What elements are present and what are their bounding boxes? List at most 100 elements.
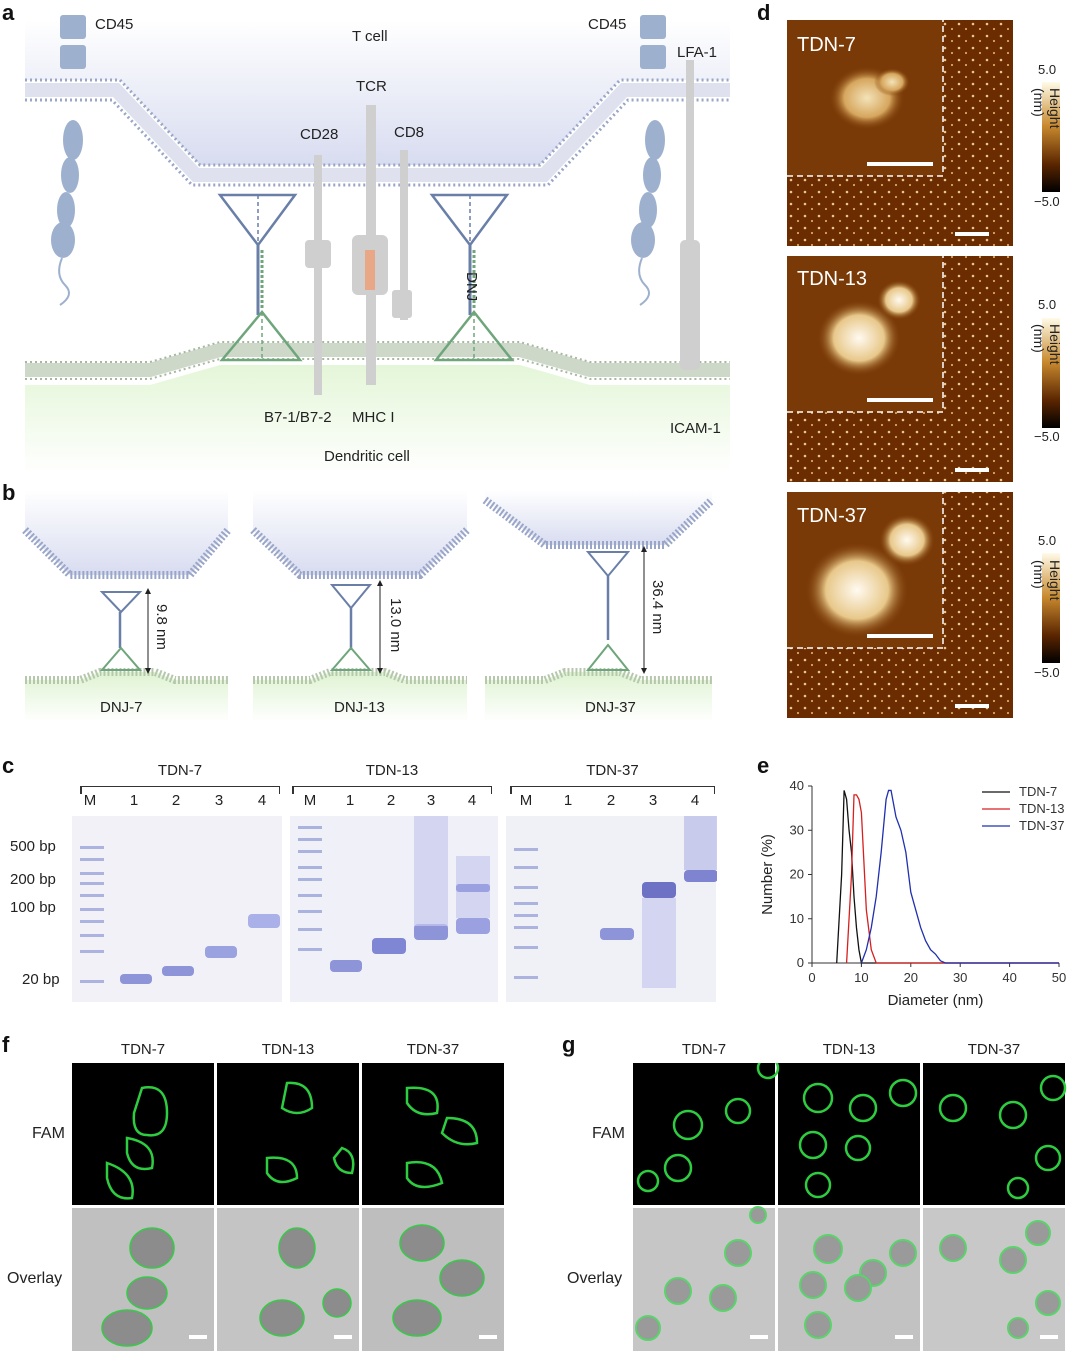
y-tick-label: 30 <box>790 822 804 837</box>
marker-100bp: 100 bp <box>10 899 56 916</box>
lane-2: 2 <box>386 792 396 809</box>
x-tick-label: 10 <box>854 970 868 985</box>
label-icam: ICAM-1 <box>670 420 721 437</box>
y-tick-label: 40 <box>790 778 804 793</box>
dnj7-distance: 9.8 nm <box>153 604 170 650</box>
lane-3: 3 <box>426 792 436 809</box>
x-tick-label: 50 <box>1052 970 1066 985</box>
cb3-title: Height (nm) <box>1031 560 1063 601</box>
lane-3: 3 <box>214 792 224 809</box>
afm-tdn13-label: TDN-13 <box>797 268 868 290</box>
dendritic-cell-body <box>25 365 730 475</box>
panel-g-micrographs <box>633 1063 1067 1351</box>
g-col-tdn13: TDN-13 <box>822 1041 876 1058</box>
label-dnj: DNJ <box>463 272 480 302</box>
label-dendritic-cell: Dendritic cell <box>324 448 410 465</box>
gel-bracket-tdn7 <box>80 786 280 794</box>
dnj13-distance: 13.0 nm <box>387 598 404 653</box>
colorbar-2 <box>1042 318 1060 428</box>
y-tick-label: 10 <box>790 911 804 926</box>
lane-1: 1 <box>345 792 355 809</box>
g-fam-tdn13 <box>778 1063 920 1205</box>
panel-f-label: f <box>2 1032 10 1057</box>
label-cd28: CD28 <box>300 126 339 143</box>
afm-tdn37-label: TDN-37 <box>797 505 868 527</box>
lane-m: M <box>83 792 97 809</box>
gel-images <box>72 816 717 1002</box>
panel-b-label: b <box>2 480 16 505</box>
colorbar-1 <box>1042 82 1060 192</box>
cb2-min: −5.0 <box>1034 429 1060 444</box>
lane-4: 4 <box>257 792 267 809</box>
f-fam-tdn37 <box>362 1063 504 1205</box>
gel-bracket-tdn37 <box>510 786 715 794</box>
g-fam-tdn7 <box>633 1063 775 1205</box>
label-tcr: TCR <box>356 78 387 95</box>
y-tick-label: 20 <box>790 867 804 882</box>
dnj13-label: DNJ-13 <box>334 699 385 716</box>
dnj37-distance: 36.4 nm <box>649 580 666 635</box>
panel-d-label: d <box>757 0 771 25</box>
gel-tdn37 <box>506 816 716 1002</box>
dnj37-label: DNJ-37 <box>585 699 636 716</box>
g-col-tdn7: TDN-7 <box>681 1041 727 1058</box>
lane-4: 4 <box>467 792 477 809</box>
marker-200bp: 200 bp <box>10 871 56 888</box>
label-mhc: MHC I <box>352 409 395 426</box>
dls-chart: 0 10 20 30 40 50 0 10 20 30 40 Diameter (nm) Number … <box>759 778 1066 1009</box>
gel-group-tdn7: TDN-7 <box>157 762 203 779</box>
panel-f-micrographs <box>72 1063 504 1351</box>
afm-images <box>787 20 1013 718</box>
legend-label-tdn-13: TDN-13 <box>1019 801 1065 816</box>
f-row-overlay: Overlay <box>7 1270 63 1287</box>
x-axis-label: Diameter (nm) <box>888 992 984 1009</box>
panel-b-schematics <box>22 490 715 722</box>
panel-a-label: a <box>2 0 15 25</box>
cb1-title: Height (nm) <box>1031 88 1063 129</box>
series-line-tdn-7 <box>836 790 1059 964</box>
lane-3: 3 <box>648 792 658 809</box>
g-fam-tdn37 <box>923 1063 1065 1205</box>
y-tick-label: 0 <box>797 955 804 970</box>
lane-m: M <box>519 792 533 809</box>
x-tick-label: 0 <box>808 970 815 985</box>
dnj7-schematic <box>22 490 232 722</box>
cb2-title: Height (nm) <box>1031 324 1063 365</box>
cb3-min: −5.0 <box>1034 665 1060 680</box>
label-cd45-left: CD45 <box>95 16 134 33</box>
x-tick-label: 20 <box>904 970 918 985</box>
lane-1: 1 <box>129 792 139 809</box>
lane-1: 1 <box>563 792 573 809</box>
label-cd45-right: CD45 <box>588 16 627 33</box>
label-b7: B7-1/B7-2 <box>264 409 332 426</box>
afm-tdn7-label: TDN-7 <box>797 34 856 56</box>
marker-20bp: 20 bp <box>22 971 60 988</box>
legend-label-tdn-37: TDN-37 <box>1019 818 1065 833</box>
g-row-fam: FAM <box>592 1125 625 1142</box>
gel-bracket-tdn13 <box>292 786 492 794</box>
series-line-tdn-13 <box>845 794 1059 964</box>
label-t-cell: T cell <box>352 28 388 45</box>
cb1-min: −5.0 <box>1034 194 1060 209</box>
dnj37-schematic <box>482 490 715 722</box>
x-tick-label: 30 <box>953 970 967 985</box>
lane-4: 4 <box>690 792 700 809</box>
g-row-overlay: Overlay <box>567 1270 623 1287</box>
cb3-max: 5.0 <box>1038 533 1057 548</box>
lane-m: M <box>303 792 317 809</box>
panel-c-label: c <box>2 753 15 778</box>
lane-2: 2 <box>171 792 181 809</box>
x-tick-label: 40 <box>1002 970 1016 985</box>
y-axis-label: Number (%) <box>759 834 776 915</box>
series-line-tdn-37 <box>860 789 1059 964</box>
f-col-tdn7: TDN-7 <box>120 1041 166 1058</box>
gel-group-tdn37: TDN-37 <box>586 762 639 779</box>
panel-g-label: g <box>562 1032 576 1057</box>
f-col-tdn37: TDN-37 <box>406 1041 460 1058</box>
label-cd8: CD8 <box>394 124 425 141</box>
lane-2: 2 <box>606 792 616 809</box>
panel-e-label: e <box>757 753 770 778</box>
g-col-tdn37: TDN-37 <box>967 1041 1021 1058</box>
marker-500bp: 500 bp <box>10 838 56 855</box>
label-lfa1: LFA-1 <box>677 44 718 61</box>
